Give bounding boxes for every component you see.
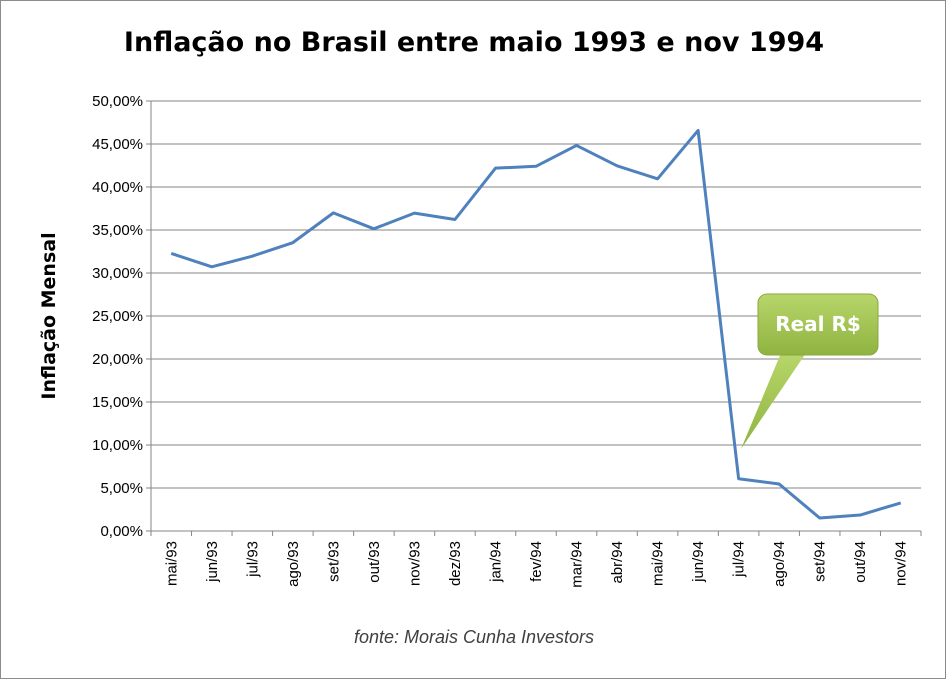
x-tick-label: jan/94	[487, 541, 504, 583]
callout-box	[757, 293, 879, 356]
x-tick-label: set/94	[812, 541, 829, 582]
y-tick-label: 10,00%	[92, 437, 143, 454]
x-tick-label: nov/93	[406, 541, 423, 586]
y-tick-label: 20,00%	[92, 351, 143, 368]
source-note: fonte: Morais Cunha Investors	[354, 627, 594, 647]
y-tick-label: 30,00%	[92, 265, 143, 282]
chart-title: Inflação no Brasil entre maio 1993 e nov…	[124, 27, 824, 58]
y-tick-label: 15,00%	[92, 394, 143, 411]
callout-text: Real R$	[775, 312, 861, 336]
x-tick-label: jun/93	[204, 541, 221, 583]
y-tick-label: 5,00%	[100, 480, 143, 497]
x-tick-label: mai/94	[650, 541, 667, 586]
x-tick-label: jul/94	[731, 541, 748, 578]
y-tick-label: 0,00%	[100, 523, 143, 540]
x-tick-label: out/93	[366, 541, 383, 583]
y-tick-label: 35,00%	[92, 222, 143, 239]
x-tick-label: mai/93	[163, 541, 180, 586]
y-tick-label: 50,00%	[92, 93, 143, 110]
x-tick-label: fev/94	[528, 541, 545, 582]
x-tick-label: nov/94	[893, 541, 910, 586]
y-axis-label: Inflação Mensal	[38, 232, 60, 399]
x-tick-label: jul/93	[244, 541, 261, 578]
callout-tail	[741, 353, 806, 449]
y-tick-label: 40,00%	[92, 179, 143, 196]
data-points	[171, 130, 901, 519]
annotation-callout: Real R$	[741, 293, 879, 449]
x-tick-label: jun/94	[690, 541, 707, 583]
x-tick-label: ago/94	[771, 541, 788, 587]
x-tick-label: mar/94	[569, 541, 586, 588]
x-tick-label: out/94	[852, 541, 869, 583]
x-tick-label: dez/93	[447, 541, 464, 586]
x-tick-label: set/93	[325, 541, 342, 582]
x-tick-label: ago/93	[285, 541, 302, 587]
y-tick-label: 45,00%	[92, 136, 143, 153]
x-tick-label: abr/94	[609, 541, 626, 584]
y-tick-label: 25,00%	[92, 308, 143, 325]
